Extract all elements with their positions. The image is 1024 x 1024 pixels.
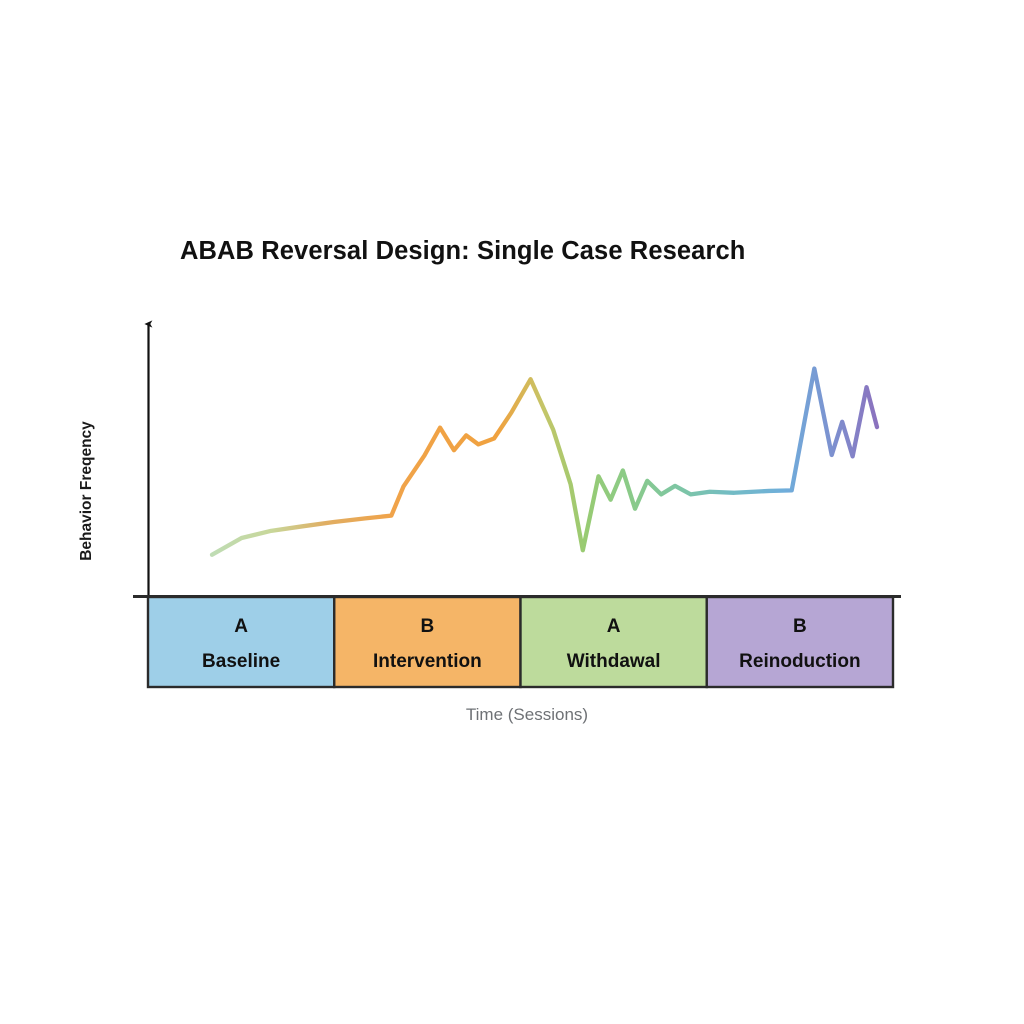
- phase-name: Reinoduction: [739, 651, 860, 672]
- phase-name: Intervention: [373, 651, 482, 672]
- phase-block-baseline[interactable]: A Baseline: [146, 595, 336, 689]
- phase-block-withdawal[interactable]: A Withdawal: [519, 595, 708, 689]
- phase-letter: B: [421, 616, 435, 637]
- phase-name: Withdawal: [567, 651, 661, 672]
- phase-letter: A: [607, 616, 621, 637]
- chart-title: ABAB Reversal Design: Single Case Resear…: [180, 237, 746, 265]
- phase-block-rect: [705, 595, 895, 689]
- phase-block-rect: [519, 595, 708, 689]
- phase-block-rect: [146, 595, 336, 689]
- phase-blocks: A Baseline B Intervention A Withdawal B Reinodu…: [146, 595, 895, 689]
- phase-letter: B: [793, 616, 807, 637]
- phase-letter: A: [234, 616, 248, 637]
- phase-block-intervention[interactable]: B Intervention: [333, 595, 522, 689]
- phase-block-reinoduction[interactable]: B Reinoduction: [705, 595, 895, 689]
- x-axis-label: Time (Sessions): [465, 705, 589, 724]
- phase-name: Baseline: [202, 651, 280, 672]
- data-line: [209, 366, 880, 557]
- phase-block-rect: [333, 595, 522, 689]
- axes: [133, 320, 901, 603]
